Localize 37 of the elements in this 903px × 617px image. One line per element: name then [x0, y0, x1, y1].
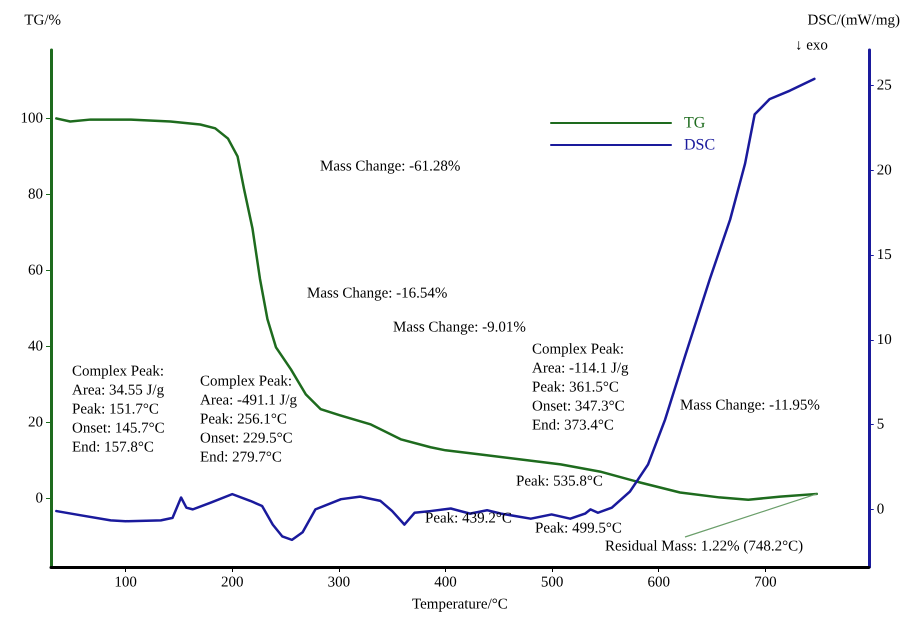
y2-tick-label: 0 [876, 501, 884, 518]
annotation: Peak: 535.8°C [516, 474, 603, 490]
y-tick-label: 20 [28, 414, 43, 431]
y-tick-label: 80 [28, 186, 43, 202]
annotation: Mass Change: -16.54% [307, 286, 448, 302]
x-tick-label: 600 [647, 574, 670, 590]
y2-tick-label: 25 [876, 78, 892, 94]
annotation: Peak: 439.2°C [425, 510, 512, 526]
y2-tick-label: 5 [876, 416, 884, 433]
y2-tick-label: 15 [876, 247, 892, 264]
annotation: Complex Peak: Area: -114.1 J/g Peak: 361.5°C Onset: 347.3°C End: 373.4°C [532, 342, 630, 434]
series-label: DSC [684, 136, 716, 154]
x-tick-label: 300 [328, 574, 350, 590]
x-tick-label: 100 [114, 574, 137, 590]
annotation: Peak: 499.5°C [535, 520, 622, 536]
annotation: Residual Mass: 1.22% (748.2°C) [605, 538, 804, 554]
x-tick-label: 700 [754, 574, 777, 590]
y-tick-label: 60 [28, 262, 43, 278]
x-tick-label: 500 [540, 574, 564, 590]
y-axis-title: TG/% [24, 12, 61, 28]
y-tick-label: 0 [36, 490, 43, 507]
annotation: Mass Change: -61.28% [320, 158, 460, 174]
y2-tick-label: 10 [876, 332, 892, 348]
annotation: Complex Peak: Area: -491.1 J/g Peak: 256.1°C Onset: 229.5°C End: 279.7°C [200, 374, 298, 466]
annotation: Complex Peak: Area: 34.55 J/g Peak: 151.7°C Onset: 145.7°C End: 157.8°C [72, 364, 165, 456]
x-axis-title: Temperature/°C [412, 596, 508, 612]
annotation: ↓ exo [795, 38, 828, 54]
text: TG [684, 114, 706, 132]
x-tick-label: 400 [434, 574, 457, 590]
y-tick-label: 100 [20, 110, 43, 126]
y2-axis-title: DSC/(mW/mg) [808, 12, 900, 28]
y2-tick-label: 20 [876, 162, 892, 178]
y-tick-label: 40 [28, 338, 43, 355]
x-tick-label: 200 [221, 574, 244, 590]
annotation: Mass Change: -11.95% [680, 398, 820, 414]
line-series [55, 117, 818, 501]
annotation: Mass Change: -9.01% [393, 320, 526, 336]
